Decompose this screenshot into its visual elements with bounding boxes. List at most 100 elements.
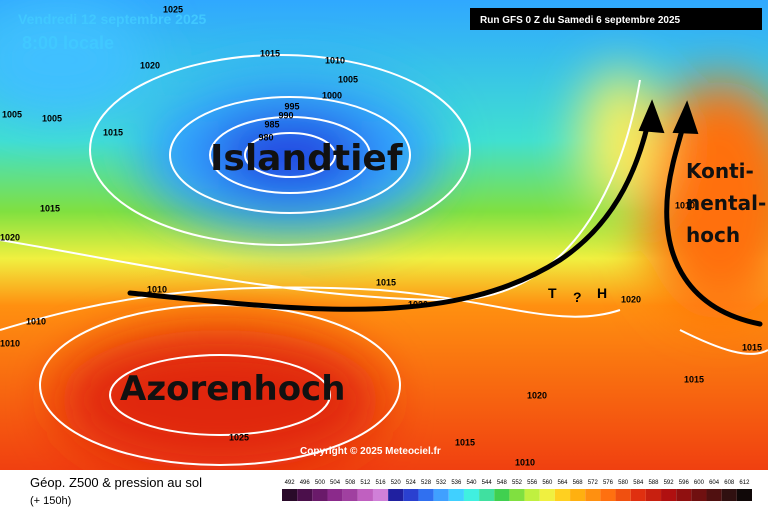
scale-label: 540 bbox=[467, 480, 478, 486]
continental-label: nental- bbox=[686, 191, 766, 215]
scale-label: 612 bbox=[739, 480, 750, 486]
scale-label: 584 bbox=[633, 480, 644, 486]
continental-label: Konti- bbox=[686, 159, 754, 183]
legend-lead: (+ 150h) bbox=[30, 495, 71, 507]
scale-label: 536 bbox=[451, 480, 462, 486]
scale-label: 576 bbox=[603, 480, 614, 486]
scale-swatch bbox=[661, 489, 677, 501]
isobar-label: 1005 bbox=[42, 113, 62, 123]
scale-swatch bbox=[463, 489, 480, 501]
scale-swatch bbox=[479, 489, 495, 501]
isobar-label: 1015 bbox=[103, 127, 123, 137]
isobar-label: 1010 bbox=[515, 457, 535, 467]
scale-label: 556 bbox=[527, 480, 538, 486]
scale-swatch bbox=[448, 489, 464, 501]
isobar-label: 1015 bbox=[376, 277, 396, 287]
isobar-label: 1010 bbox=[0, 338, 20, 348]
scale-swatch bbox=[312, 489, 328, 501]
scale-swatch bbox=[509, 489, 525, 501]
isobar-label: 990 bbox=[278, 110, 293, 120]
flow-arrows bbox=[127, 99, 763, 327]
valid-date: Vendredi 12 septembre 2025 bbox=[18, 11, 207, 27]
scale-label: 524 bbox=[406, 480, 417, 486]
isobar-label: 1015 bbox=[684, 374, 704, 384]
isobar-label: 980 bbox=[258, 132, 273, 142]
isobar-label: 1010 bbox=[325, 55, 345, 65]
map-mark: ? bbox=[573, 289, 582, 305]
continental-label: hoch bbox=[686, 223, 740, 247]
isobar-label: 1020 bbox=[0, 232, 20, 242]
scale-label: 560 bbox=[542, 480, 553, 486]
scale-swatch bbox=[645, 489, 662, 501]
scale-swatch bbox=[736, 489, 752, 501]
isobar-label: 1005 bbox=[2, 109, 22, 119]
isobar-label: 1015 bbox=[40, 203, 60, 213]
map-mark: T bbox=[548, 285, 557, 301]
scale-swatch bbox=[342, 489, 358, 501]
scale-swatch bbox=[282, 489, 298, 501]
isobar-label: 1025 bbox=[163, 4, 183, 14]
scale-label: 588 bbox=[648, 480, 659, 486]
scale-label: 608 bbox=[724, 480, 735, 486]
scale-swatch bbox=[494, 489, 510, 501]
scale-swatch bbox=[418, 489, 434, 501]
scale-label: 600 bbox=[694, 480, 705, 486]
isobar-label: 1020 bbox=[140, 60, 160, 70]
high-label: Azorenhoch bbox=[120, 369, 345, 409]
isobar-label: 1020 bbox=[621, 294, 641, 304]
isobar-label: 1020 bbox=[527, 390, 547, 400]
scale-label: 516 bbox=[376, 480, 387, 486]
scale-label: 604 bbox=[709, 480, 720, 486]
scale-swatch bbox=[403, 489, 419, 501]
copyright: Copyright © 2025 Meteociel.fr bbox=[300, 446, 441, 457]
isobar-label: 1000 bbox=[322, 90, 342, 100]
scale-swatch bbox=[554, 489, 571, 501]
scale-label: 552 bbox=[512, 480, 523, 486]
map-mark: H bbox=[597, 285, 607, 301]
scale-label: 548 bbox=[497, 480, 508, 486]
field-blobs bbox=[0, 0, 768, 470]
isobar-label: 985 bbox=[264, 119, 279, 129]
scale-label: 580 bbox=[618, 480, 629, 486]
scale-swatch bbox=[630, 489, 646, 501]
scale-label: 508 bbox=[345, 480, 356, 486]
scale-label: 500 bbox=[315, 480, 326, 486]
scale-label: 592 bbox=[664, 480, 675, 486]
scale-swatch bbox=[357, 489, 373, 501]
scale-label: 568 bbox=[573, 480, 584, 486]
scale-label: 572 bbox=[588, 480, 599, 486]
color-scale: 492 496 500 504 508 512 516 520 524 528 532 536 540 5… bbox=[282, 480, 752, 501]
scale-label: 512 bbox=[360, 480, 371, 486]
scale-label: 520 bbox=[391, 480, 402, 486]
run-box bbox=[470, 8, 762, 30]
run-info: Run GFS 0 Z du Samedi 6 septembre 2025 bbox=[480, 15, 681, 26]
scale-label: 504 bbox=[330, 480, 341, 486]
scale-label: 544 bbox=[482, 480, 493, 486]
scale-swatch bbox=[524, 489, 540, 501]
scale-label: 596 bbox=[679, 480, 690, 486]
scale-swatch bbox=[585, 489, 601, 501]
isobar-label: 1010 bbox=[147, 284, 167, 294]
scale-label: 532 bbox=[436, 480, 447, 486]
scale-label: 496 bbox=[300, 480, 311, 486]
scale-swatch bbox=[615, 489, 631, 501]
isobar-label: 1025 bbox=[229, 432, 249, 442]
scale-swatch bbox=[570, 489, 586, 501]
legend-title: Géop. Z500 & pression au sol bbox=[30, 475, 202, 490]
scale-swatch bbox=[691, 489, 707, 501]
isobar-label: 1020 bbox=[408, 299, 428, 309]
isobar-label: 1015 bbox=[260, 48, 280, 58]
isobar-label: 1015 bbox=[455, 437, 475, 447]
scale-swatch bbox=[433, 489, 449, 501]
scale-swatch bbox=[539, 489, 555, 501]
scale-swatch bbox=[721, 489, 737, 501]
scale-label: 528 bbox=[421, 480, 432, 486]
scale-swatch bbox=[388, 489, 404, 501]
scale-swatch bbox=[372, 489, 389, 501]
scale-swatch bbox=[676, 489, 692, 501]
scale-label: 492 bbox=[285, 480, 296, 486]
low-label: Islandtief bbox=[210, 138, 403, 179]
